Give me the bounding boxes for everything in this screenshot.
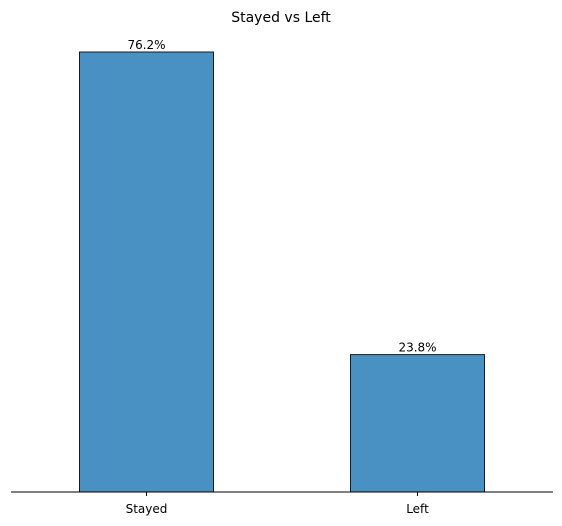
data-labels-group: 76.2% 23.8% xyxy=(127,38,436,355)
data-label-stayed: 76.2% xyxy=(127,38,165,52)
bar-stayed xyxy=(79,51,214,493)
chart-title: Stayed vs Left xyxy=(231,10,331,26)
x-tick-label-stayed: Stayed xyxy=(126,502,168,516)
x-tick-label-left: Left xyxy=(406,502,429,516)
bars-group xyxy=(79,51,485,493)
data-label-left: 23.8% xyxy=(398,341,436,355)
bar-left xyxy=(350,354,485,493)
x-ticks-group: Stayed Left xyxy=(126,492,429,516)
